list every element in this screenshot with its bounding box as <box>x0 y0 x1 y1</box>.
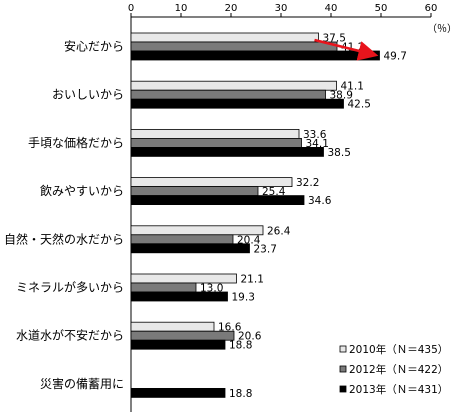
category-label: 自然・天然の水だから <box>4 231 124 246</box>
value-label: 49.7 <box>384 51 407 63</box>
legend-label: 2012年（Ｎ＝422） <box>349 363 448 376</box>
category-label: 水道水が不安だから <box>16 328 124 343</box>
legend-swatch <box>339 345 347 353</box>
category-labels: 安心だからおいしいから手頃な価格だから飲みやすいから自然・天然の水だからミネラル… <box>4 39 124 391</box>
unit-label: （％） <box>427 23 457 35</box>
x-tick-label: 40 <box>325 3 338 14</box>
value-label: 23.7 <box>254 243 277 255</box>
legend-swatch <box>339 365 347 373</box>
bar <box>130 186 259 197</box>
legend-swatch <box>339 385 347 393</box>
bar <box>130 128 300 139</box>
x-tick-label: 10 <box>175 3 188 14</box>
bar <box>130 282 197 293</box>
value-label: 33.6 <box>303 129 327 141</box>
category-label: おいしいから <box>52 88 124 102</box>
annotation <box>314 38 379 61</box>
value-label: 34.1 <box>306 138 329 150</box>
category-label: ミネラルが多いから <box>16 280 124 295</box>
value-label: 41.1 <box>341 81 364 93</box>
category-label: 飲みやすいから <box>40 183 124 198</box>
bar <box>130 291 228 302</box>
bar <box>130 32 319 43</box>
legend-label: 2013年（Ｎ＝431） <box>349 383 448 396</box>
value-label: 20.6 <box>238 331 262 343</box>
value-label: 37.5 <box>323 33 346 45</box>
bars <box>130 32 380 398</box>
value-label: 18.8 <box>229 388 252 400</box>
bar <box>130 89 326 100</box>
bar <box>130 41 338 52</box>
value-label: 13.0 <box>200 283 223 295</box>
value-label: 32.2 <box>296 177 319 189</box>
bar <box>130 387 226 398</box>
value-label: 38.9 <box>330 90 353 102</box>
trend-arrow <box>314 38 379 61</box>
category-label: 災害の備蓄用に <box>40 376 124 391</box>
value-label: 34.6 <box>308 195 332 207</box>
x-tick-label: 20 <box>225 3 238 14</box>
value-labels: 37.541.249.741.138.942.533.634.138.532.2… <box>200 33 407 400</box>
value-label: 18.8 <box>229 340 252 352</box>
value-label: 19.3 <box>232 292 255 304</box>
bar <box>130 80 337 91</box>
x-tick-label: 0 <box>128 3 134 14</box>
value-label: 20.4 <box>237 234 261 246</box>
value-label: 21.1 <box>241 274 264 286</box>
value-label: 42.5 <box>348 99 371 111</box>
legend: 2010年（Ｎ＝435） 2012年（Ｎ＝422） 2013年（Ｎ＝431） <box>339 343 448 396</box>
x-tick-label: 60 <box>425 3 438 14</box>
x-tick-label: 30 <box>275 3 288 14</box>
value-label: 16.6 <box>218 322 242 334</box>
bar <box>130 137 302 148</box>
value-label: 25.4 <box>262 186 286 198</box>
category-label: 手頃な価格だから <box>28 135 124 150</box>
bar <box>130 339 226 350</box>
legend-label: 2010年（Ｎ＝435） <box>349 343 448 356</box>
bar <box>130 321 215 332</box>
bar <box>130 50 380 61</box>
bar <box>130 146 324 157</box>
category-label: 安心だから <box>64 39 124 54</box>
value-label: 38.5 <box>328 147 351 159</box>
x-tick-label: 50 <box>375 3 388 14</box>
bar <box>130 195 305 206</box>
bar <box>130 234 234 245</box>
bar <box>130 98 344 109</box>
bar <box>130 243 250 254</box>
value-label: 26.4 <box>267 225 291 237</box>
